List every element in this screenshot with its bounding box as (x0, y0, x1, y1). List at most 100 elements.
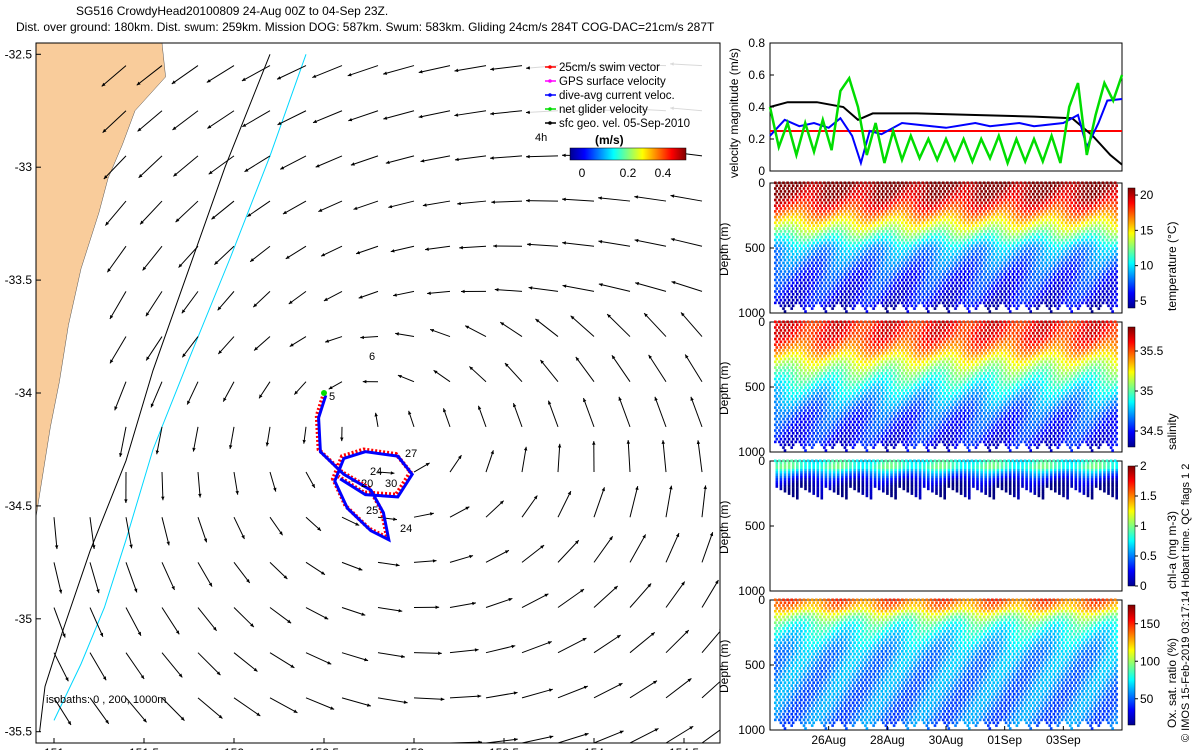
velocity-ytick-label: 0.4 (748, 100, 765, 114)
section-colorbar-label: temperature (°C) (1165, 222, 1179, 312)
section-cell (1000, 264, 1004, 267)
section-cell (1070, 235, 1073, 239)
section-cell (913, 284, 916, 288)
section-cell (839, 412, 843, 415)
section-cell (820, 247, 824, 250)
section-cell (1041, 218, 1045, 222)
current-arrow (392, 290, 415, 297)
section-cell (1021, 190, 1024, 193)
section-cell (999, 261, 1002, 265)
current-arrow (269, 607, 292, 624)
section-cell (847, 366, 851, 369)
section-cell (1045, 264, 1049, 267)
section-cell (828, 386, 832, 389)
section-cell (804, 287, 807, 290)
section-cell (810, 267, 814, 270)
section-cell (841, 207, 844, 210)
section-cell (1089, 250, 1092, 253)
section-cell (947, 298, 951, 302)
section-cell (1077, 278, 1080, 282)
section-cell (902, 253, 906, 256)
section-cell (939, 201, 942, 205)
current-arrow (690, 396, 703, 428)
section-cell (1113, 295, 1117, 299)
section-cell (962, 204, 965, 207)
section-cell (791, 346, 795, 349)
section-cell (849, 195, 852, 199)
current-arrow (172, 110, 199, 131)
section-cell (992, 247, 996, 250)
section-cell (774, 261, 777, 265)
section-cell (1033, 184, 1037, 187)
section-cell (1094, 281, 1098, 285)
section-cell (827, 377, 830, 381)
current-arrow (606, 313, 631, 337)
section-cell (906, 184, 910, 187)
section-cell (1103, 287, 1106, 290)
section-cell (851, 192, 855, 196)
section-cell (849, 281, 852, 285)
section-cell (824, 340, 828, 344)
section-cell (890, 207, 893, 210)
section-cell (1066, 195, 1069, 199)
section-cell (843, 349, 847, 352)
section-cell (966, 250, 970, 253)
section-cell (1025, 258, 1028, 262)
section-cell (810, 278, 814, 282)
isobath-1000m-line (53, 54, 307, 721)
section-cell (828, 304, 832, 308)
section-cell (1045, 275, 1049, 279)
section-cell (790, 331, 793, 335)
section-cell (779, 420, 783, 424)
section-cell (946, 250, 949, 253)
section-cell (794, 417, 798, 421)
section-cell (796, 201, 799, 205)
section-cell (1086, 201, 1090, 205)
section-cell (812, 437, 815, 441)
section-cell (1007, 210, 1010, 213)
section-cell (1066, 258, 1069, 262)
section-cell (972, 218, 975, 222)
section-cell (1048, 267, 1051, 270)
section-cell (836, 414, 840, 418)
section-cell (929, 261, 933, 265)
current-arrow (701, 729, 720, 743)
section-cell (849, 334, 852, 338)
section-cell (815, 343, 818, 346)
section-cell (966, 227, 970, 230)
section-cell (1062, 235, 1065, 239)
section-cell (884, 233, 888, 236)
section-cell (847, 267, 851, 270)
section-cell (1115, 298, 1118, 302)
section-cell (857, 270, 860, 273)
section-cell (843, 400, 847, 404)
section-cell (1097, 221, 1101, 225)
section-cell (917, 295, 920, 299)
section-cell (790, 290, 793, 293)
section-cell (946, 181, 949, 185)
section-cell (941, 255, 945, 259)
section-cell (802, 337, 806, 341)
section-cell (876, 244, 879, 247)
section-cell (1094, 287, 1098, 290)
current-arrow (136, 65, 163, 86)
section-cell (1107, 184, 1110, 187)
section-cell (909, 233, 912, 236)
colorbar-tick-label: 20 (1140, 188, 1154, 202)
section-cell (1113, 290, 1117, 293)
section-cell (1064, 278, 1068, 282)
section-cell (774, 412, 777, 415)
section-cell (917, 278, 920, 282)
section-cell (816, 190, 820, 193)
section-cell (902, 304, 906, 308)
section-cell (898, 293, 901, 296)
section-cell (992, 218, 996, 222)
section-cell (810, 210, 814, 213)
section-cell (835, 400, 838, 404)
section-cell (860, 192, 863, 196)
section-cell (1097, 215, 1101, 219)
section-cell (802, 343, 806, 346)
section-cell (1109, 290, 1113, 293)
section-cell (790, 354, 793, 358)
section-cell (835, 372, 838, 375)
